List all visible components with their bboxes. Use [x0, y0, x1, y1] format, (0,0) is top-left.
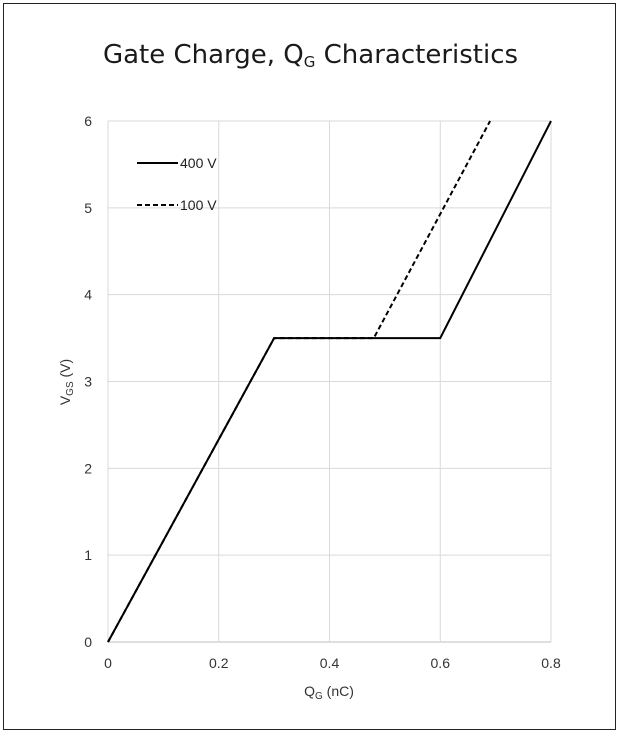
- x-tick-label: 0.6: [431, 655, 451, 671]
- x-tick-labels: 0 0.2 0.4 0.6 0.8: [104, 655, 561, 671]
- legend-label-100v: 100 V: [180, 197, 217, 213]
- y-tick-label: 1: [84, 547, 92, 563]
- chart-title: Gate Charge, QG Characteristics: [102, 40, 519, 71]
- y-axis-label: VGS (V): [57, 359, 76, 405]
- y-tick-label: 2: [84, 460, 92, 476]
- x-tick-label: 0.8: [541, 655, 561, 671]
- chart-frame: [3, 3, 616, 730]
- y-tick-labels: 0 1 2 3 4 5 6: [84, 113, 92, 650]
- series-lines: [107, 120, 552, 643]
- legend: 400 V 100 V: [137, 155, 217, 213]
- x-tick-label: 0.4: [320, 655, 340, 671]
- y-tick-label: 4: [84, 287, 92, 303]
- y-tick-label: 0: [84, 634, 92, 650]
- x-tick-label: 0.2: [209, 655, 229, 671]
- y-tick-label: 3: [84, 374, 92, 390]
- x-tick-label: 0: [104, 655, 112, 671]
- grid-lines: [107, 120, 552, 643]
- y-tick-label: 5: [84, 200, 92, 216]
- series-line-400v: [107, 120, 552, 643]
- y-tick-label: 6: [84, 113, 92, 129]
- x-axis-label: QG (nC): [304, 683, 354, 702]
- legend-label-400v: 400 V: [180, 155, 217, 171]
